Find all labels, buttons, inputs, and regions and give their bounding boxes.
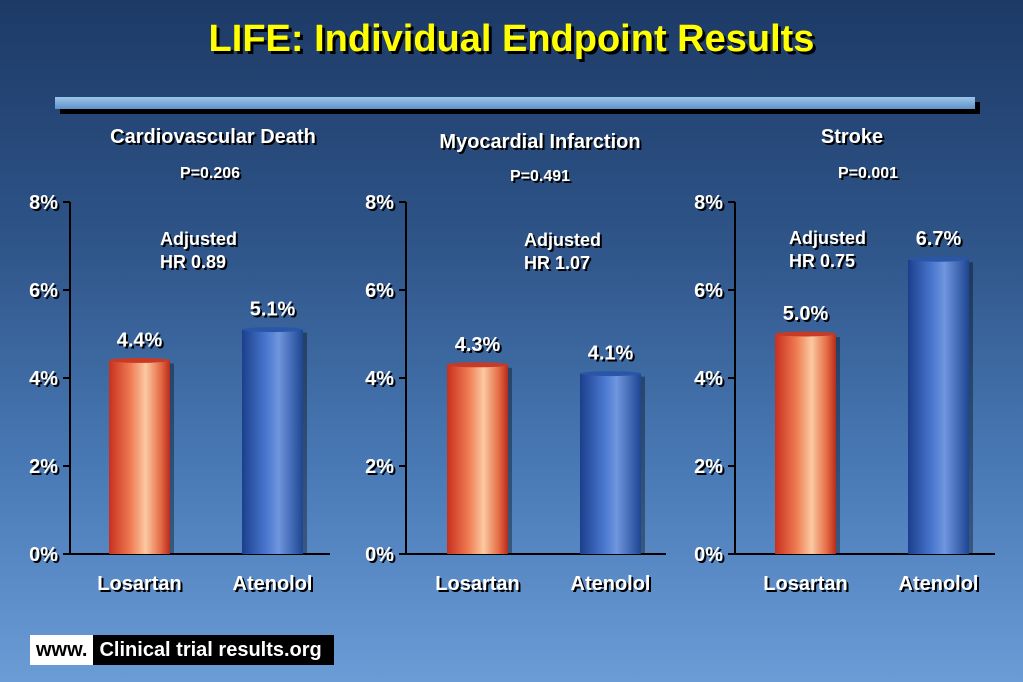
data-label: 5.1%	[250, 299, 296, 321]
bar-top	[447, 362, 508, 368]
p-value-label: P=0.491	[510, 168, 570, 185]
data-label-shadow: 4.4%	[119, 331, 165, 353]
hr-annotation-shadow: HR 0.75	[791, 253, 857, 273]
data-label-shadow: 4.3%	[457, 336, 503, 358]
x-tick-label-shadow: Losartan	[765, 575, 849, 597]
y-tick-label: 2%	[29, 456, 58, 478]
chart-title: Stroke	[821, 126, 883, 148]
footer-prefix: www.	[30, 635, 94, 665]
hr-annotation: Adjusted	[789, 228, 866, 248]
y-tick-label: 6%	[694, 280, 723, 302]
p-value-label-shadow: P=0.206	[182, 167, 242, 184]
y-tick-label-shadow: 2%	[31, 458, 60, 480]
x-tick-label-shadow: Losartan	[437, 575, 521, 597]
hr-annotation-shadow: Adjusted	[162, 231, 239, 251]
bar-top	[109, 357, 170, 363]
y-tick-label-shadow: 8%	[367, 194, 396, 216]
hr-annotation: HR 0.89	[160, 252, 226, 272]
y-tick-label-shadow: 8%	[696, 194, 725, 216]
y-tick-label: 4%	[29, 368, 58, 390]
data-label-shadow: 6.7%	[918, 230, 964, 252]
footer-site: Clinical trial results.org	[93, 635, 334, 665]
x-tick-label: Losartan	[97, 573, 181, 595]
chart-title-shadow: Cardiovascular Death	[112, 128, 318, 150]
y-tick-label: 6%	[365, 280, 394, 302]
x-tick-label-shadow: Atenolol	[573, 575, 653, 597]
title-divider	[55, 97, 975, 109]
y-tick-label-shadow: 0%	[367, 546, 396, 568]
data-label: 4.3%	[455, 334, 501, 356]
y-tick-label: 0%	[29, 544, 58, 566]
x-tick-label-shadow: Atenolol	[901, 575, 981, 597]
chart-title-shadow: Stroke	[823, 128, 885, 150]
bar-top	[775, 331, 836, 337]
bar-atenolol	[908, 259, 969, 554]
x-tick-label: Losartan	[435, 573, 519, 595]
y-tick-label-shadow: 0%	[696, 546, 725, 568]
x-tick-label: Atenolol	[571, 573, 651, 595]
x-tick-label: Losartan	[763, 573, 847, 595]
x-tick-label: Atenolol	[233, 573, 313, 595]
chart-title: Cardiovascular Death	[110, 126, 316, 148]
footer-badge: www. Clinical trial results.org	[30, 635, 334, 665]
hr-annotation: Adjusted	[160, 229, 237, 249]
bar-losartan	[447, 364, 508, 554]
bar-top	[580, 371, 641, 377]
x-tick-label-shadow: Losartan	[99, 575, 183, 597]
y-tick-label: 2%	[694, 456, 723, 478]
data-label: 4.4%	[117, 329, 163, 351]
bar-top	[242, 327, 303, 333]
y-tick-label-shadow: 2%	[696, 458, 725, 480]
x-tick-label-shadow: Atenolol	[235, 575, 315, 597]
chart-title-shadow: Myocardial Infarction	[441, 133, 642, 155]
data-label-shadow: 5.0%	[785, 305, 831, 327]
y-tick-label: 8%	[365, 192, 394, 214]
hr-annotation: HR 1.07	[524, 253, 590, 273]
bar-atenolol	[580, 373, 641, 554]
y-tick-label-shadow: 6%	[367, 282, 396, 304]
y-tick-label: 8%	[694, 192, 723, 214]
y-tick-label: 8%	[29, 192, 58, 214]
y-tick-label-shadow: 6%	[696, 282, 725, 304]
p-value-label-shadow: P=0.491	[512, 170, 572, 187]
p-value-label-shadow: P=0.001	[840, 167, 900, 184]
y-tick-label: 6%	[29, 280, 58, 302]
y-tick-label: 0%	[365, 544, 394, 566]
y-tick-label-shadow: 0%	[31, 546, 60, 568]
y-tick-label-shadow: 2%	[367, 458, 396, 480]
bar-losartan	[775, 334, 836, 554]
hr-annotation-shadow: Adjusted	[526, 232, 603, 252]
data-label-shadow: 4.1%	[590, 345, 636, 367]
bar-top	[908, 256, 969, 262]
y-tick-label: 2%	[365, 456, 394, 478]
y-tick-label: 4%	[365, 368, 394, 390]
p-value-label: P=0.001	[838, 165, 898, 182]
y-tick-label-shadow: 4%	[696, 370, 725, 392]
y-tick-label-shadow: 4%	[367, 370, 396, 392]
y-tick-label-shadow: 4%	[31, 370, 60, 392]
hr-annotation-shadow: Adjusted	[791, 230, 868, 250]
p-value-label: P=0.206	[180, 165, 240, 182]
chart-title: Myocardial Infarction	[439, 131, 640, 153]
y-tick-label-shadow: 8%	[31, 194, 60, 216]
page-title: LIFE: Individual Endpoint Results	[208, 18, 815, 60]
y-tick-label: 4%	[694, 368, 723, 390]
y-tick-label: 0%	[694, 544, 723, 566]
data-label: 6.7%	[916, 228, 962, 250]
hr-annotation-shadow: HR 0.89	[162, 254, 228, 274]
y-tick-label-shadow: 6%	[31, 282, 60, 304]
x-tick-label: Atenolol	[899, 573, 979, 595]
data-label: 4.1%	[588, 343, 634, 365]
bar-atenolol	[242, 329, 303, 554]
data-label-shadow: 5.1%	[252, 301, 298, 323]
hr-annotation: Adjusted	[524, 230, 601, 250]
bar-losartan	[109, 360, 170, 554]
data-label: 5.0%	[783, 303, 829, 325]
hr-annotation-shadow: HR 1.07	[526, 255, 592, 275]
hr-annotation: HR 0.75	[789, 251, 855, 271]
